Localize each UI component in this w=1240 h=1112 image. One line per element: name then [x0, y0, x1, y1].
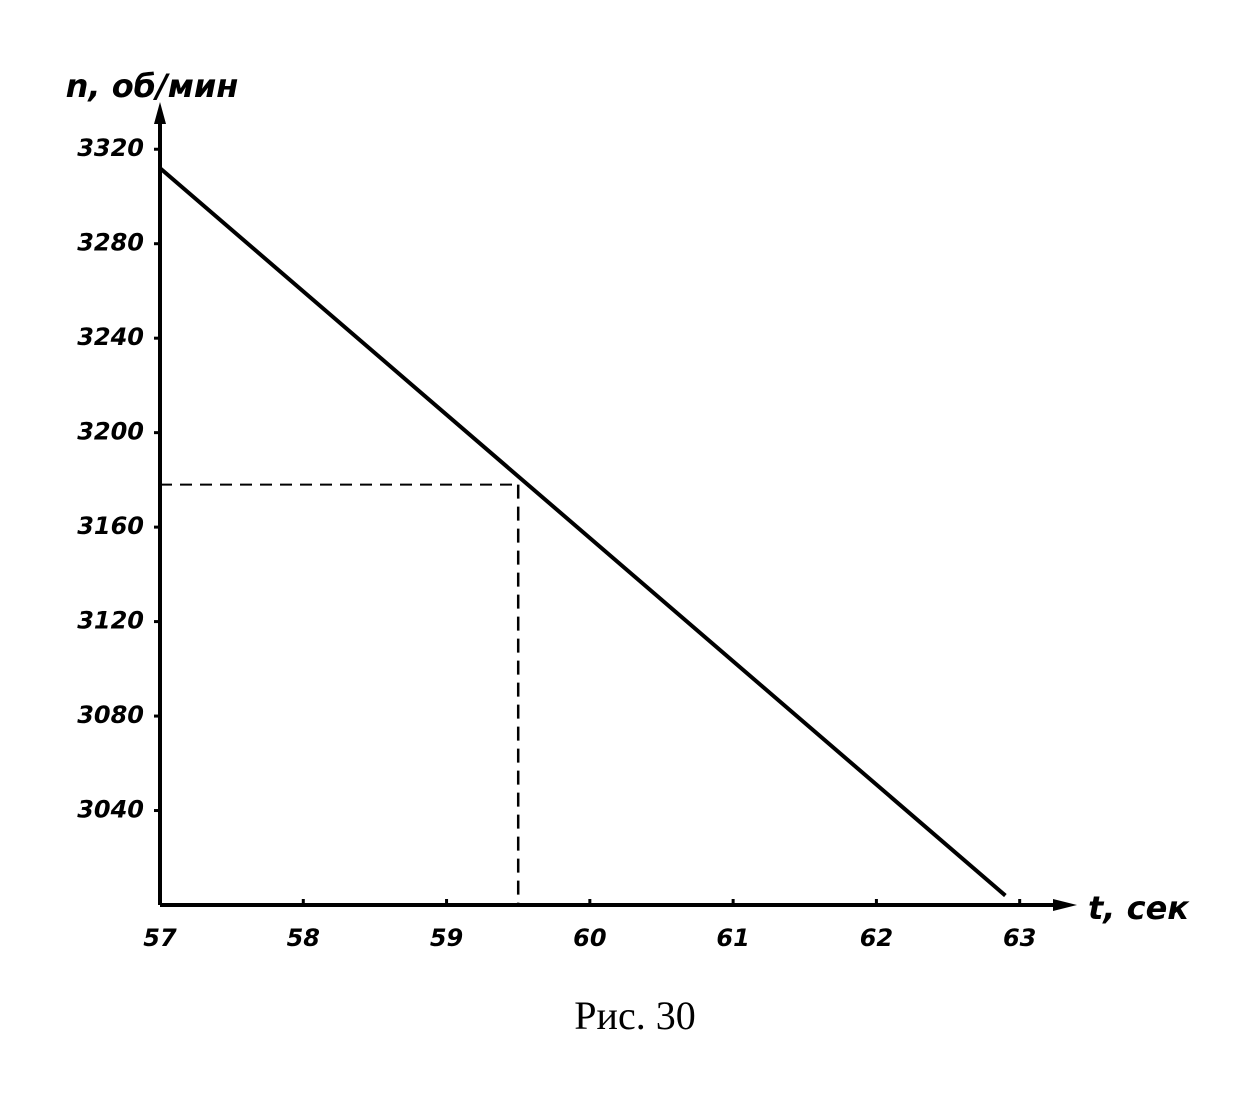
y-tick-label: 3040	[77, 796, 144, 824]
x-tick-label: 57	[143, 924, 177, 952]
y-tick-label: 3120	[77, 607, 144, 635]
x-tick-label: 58	[287, 924, 320, 952]
y-tick-label: 3240	[77, 323, 144, 351]
y-tick-label: 3080	[77, 701, 144, 729]
y-tick-label: 3200	[77, 418, 144, 446]
x-tick-label: 61	[716, 924, 749, 952]
x-axis-arrow	[1053, 899, 1077, 911]
caption: Рис. 30	[574, 993, 695, 1038]
y-tick-label: 3280	[77, 229, 144, 257]
x-tick-label: 59	[430, 924, 463, 952]
y-tick-label: 3160	[77, 512, 144, 540]
y-tick-label: 3320	[77, 134, 144, 162]
x-axis-title: t, сек	[1088, 889, 1190, 927]
x-tick-label: 62	[860, 924, 893, 952]
data-line	[158, 166, 1007, 898]
x-tick-label: 63	[1003, 924, 1036, 952]
y-axis-arrow	[154, 102, 166, 124]
x-tick-label: 60	[573, 924, 606, 952]
y-axis-title: n, об/мин	[66, 67, 239, 105]
